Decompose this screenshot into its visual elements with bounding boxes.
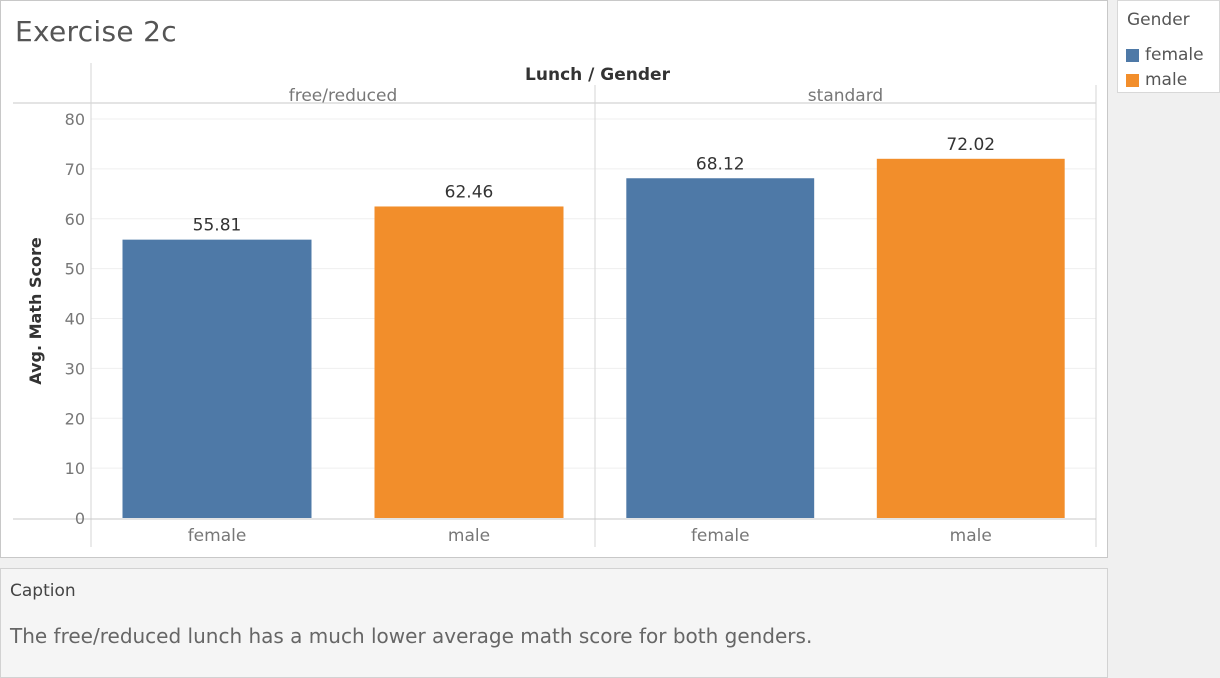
group-header-label: free/reduced xyxy=(289,86,397,106)
legend-label-female: female xyxy=(1145,45,1204,65)
bar-value-label: 55.81 xyxy=(193,216,242,236)
bar-value-label: 62.46 xyxy=(445,182,494,202)
legend-item-female[interactable]: female xyxy=(1126,45,1204,65)
legend-title: Gender xyxy=(1127,10,1190,30)
legend-item-male[interactable]: male xyxy=(1126,70,1187,90)
y-tick-label: 40 xyxy=(65,310,85,329)
group-header-label: standard xyxy=(808,86,883,106)
x-tick-label: male xyxy=(448,526,490,546)
legend-label-male: male xyxy=(1145,70,1188,90)
y-tick-label: 60 xyxy=(65,210,85,229)
caption-text: The free/reduced lunch has a much lower … xyxy=(10,624,813,648)
x-tick-label: female xyxy=(691,526,750,546)
y-tick-label: 10 xyxy=(65,459,85,478)
caption-title: Caption xyxy=(10,581,76,601)
legend-swatch-male xyxy=(1126,73,1139,87)
y-tick-label: 0 xyxy=(75,509,85,528)
caption-panel: Caption The free/reduced lunch has a muc… xyxy=(0,568,1108,678)
bar-freereduced-male xyxy=(374,206,564,518)
sheet-title: Exercise 2c xyxy=(15,15,177,48)
bar-value-label: 68.12 xyxy=(696,154,745,174)
bar-freereduced-female xyxy=(122,239,312,518)
y-axis-label: Avg. Math Score xyxy=(26,237,45,385)
bar-value-label: 72.02 xyxy=(946,135,995,155)
viz-panel: Exercise 2c Lunch / Gender 0 10 20 30 40 50 60 7… xyxy=(0,0,1108,558)
x-tick-label: female xyxy=(188,526,247,546)
y-tick-label: 30 xyxy=(65,359,85,378)
bar-standard-male xyxy=(876,158,1065,519)
y-tick-label: 50 xyxy=(65,260,85,279)
legend-panel: Gender female male xyxy=(1117,0,1220,93)
bar-chart: Lunch / Gender 0 10 20 30 40 50 60 70 80 Avg. Math… xyxy=(13,63,1097,547)
header-title: Lunch / Gender xyxy=(525,65,671,85)
y-tick-label: 20 xyxy=(65,409,85,428)
y-tick-label: 70 xyxy=(65,160,85,179)
legend-swatch-female xyxy=(1126,48,1139,62)
bar-standard-female xyxy=(626,178,815,518)
y-tick-label: 80 xyxy=(65,110,85,129)
x-tick-label: male xyxy=(950,526,992,546)
